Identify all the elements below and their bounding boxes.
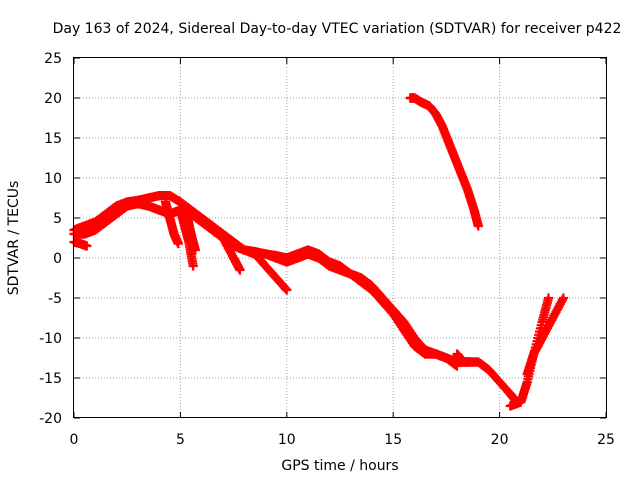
x-tick-label: 0 bbox=[70, 432, 79, 448]
x-tick-label: 10 bbox=[278, 432, 296, 448]
series-satellite-track-K bbox=[522, 293, 569, 379]
data-point bbox=[473, 221, 483, 231]
y-tick-label: -15 bbox=[39, 371, 62, 387]
data-point bbox=[188, 261, 198, 271]
plot-frame bbox=[73, 57, 607, 418]
series-satellite-track-F bbox=[182, 209, 200, 255]
chart-title: Day 163 of 2024, Sidereal Day-to-day VTE… bbox=[53, 21, 622, 37]
data-point bbox=[190, 245, 200, 255]
y-tick-label: 10 bbox=[44, 171, 62, 187]
x-tick-label: 15 bbox=[384, 432, 402, 448]
data-point bbox=[82, 241, 92, 251]
y-tick-label: 15 bbox=[44, 131, 62, 147]
x-axis-label: GPS time / hours bbox=[281, 458, 398, 474]
x-tick-label: 25 bbox=[597, 432, 615, 448]
data-point bbox=[465, 357, 475, 367]
y-axis-label: SDTVAR / TECUs bbox=[6, 181, 22, 296]
data-point bbox=[543, 293, 554, 303]
y-tick-label: -20 bbox=[39, 411, 62, 427]
series-satellite-track-A bbox=[69, 191, 522, 407]
series-satellite-track-H bbox=[250, 249, 292, 295]
x-tick-label: 20 bbox=[491, 432, 509, 448]
series-satellite-track-G bbox=[207, 221, 245, 275]
series-satellite-track-D bbox=[160, 197, 183, 249]
series-satellite-track-I bbox=[405, 93, 483, 231]
data-point bbox=[452, 361, 462, 371]
series-satellite-track-L bbox=[452, 349, 475, 367]
series-satellite-track-J bbox=[505, 293, 554, 411]
data-point bbox=[282, 285, 292, 295]
x-tick-label: 5 bbox=[176, 432, 185, 448]
series-satellite-track-C bbox=[69, 237, 92, 251]
y-tick-label: 5 bbox=[53, 211, 62, 227]
data-series bbox=[69, 93, 569, 411]
data-point bbox=[235, 265, 245, 275]
data-point bbox=[558, 293, 569, 303]
axis-ticks: 0 5 10 15 20 25 -20 -15 -10 -5 0 5 10 15 20 25 bbox=[39, 51, 615, 448]
series-satellite-track-B bbox=[69, 199, 462, 371]
y-tick-label: 0 bbox=[53, 251, 62, 267]
y-tick-label: -10 bbox=[39, 331, 62, 347]
y-tick-label: -5 bbox=[48, 291, 62, 307]
data-point bbox=[173, 239, 183, 249]
y-tick-label: 20 bbox=[44, 91, 62, 107]
y-tick-label: 25 bbox=[44, 51, 62, 67]
